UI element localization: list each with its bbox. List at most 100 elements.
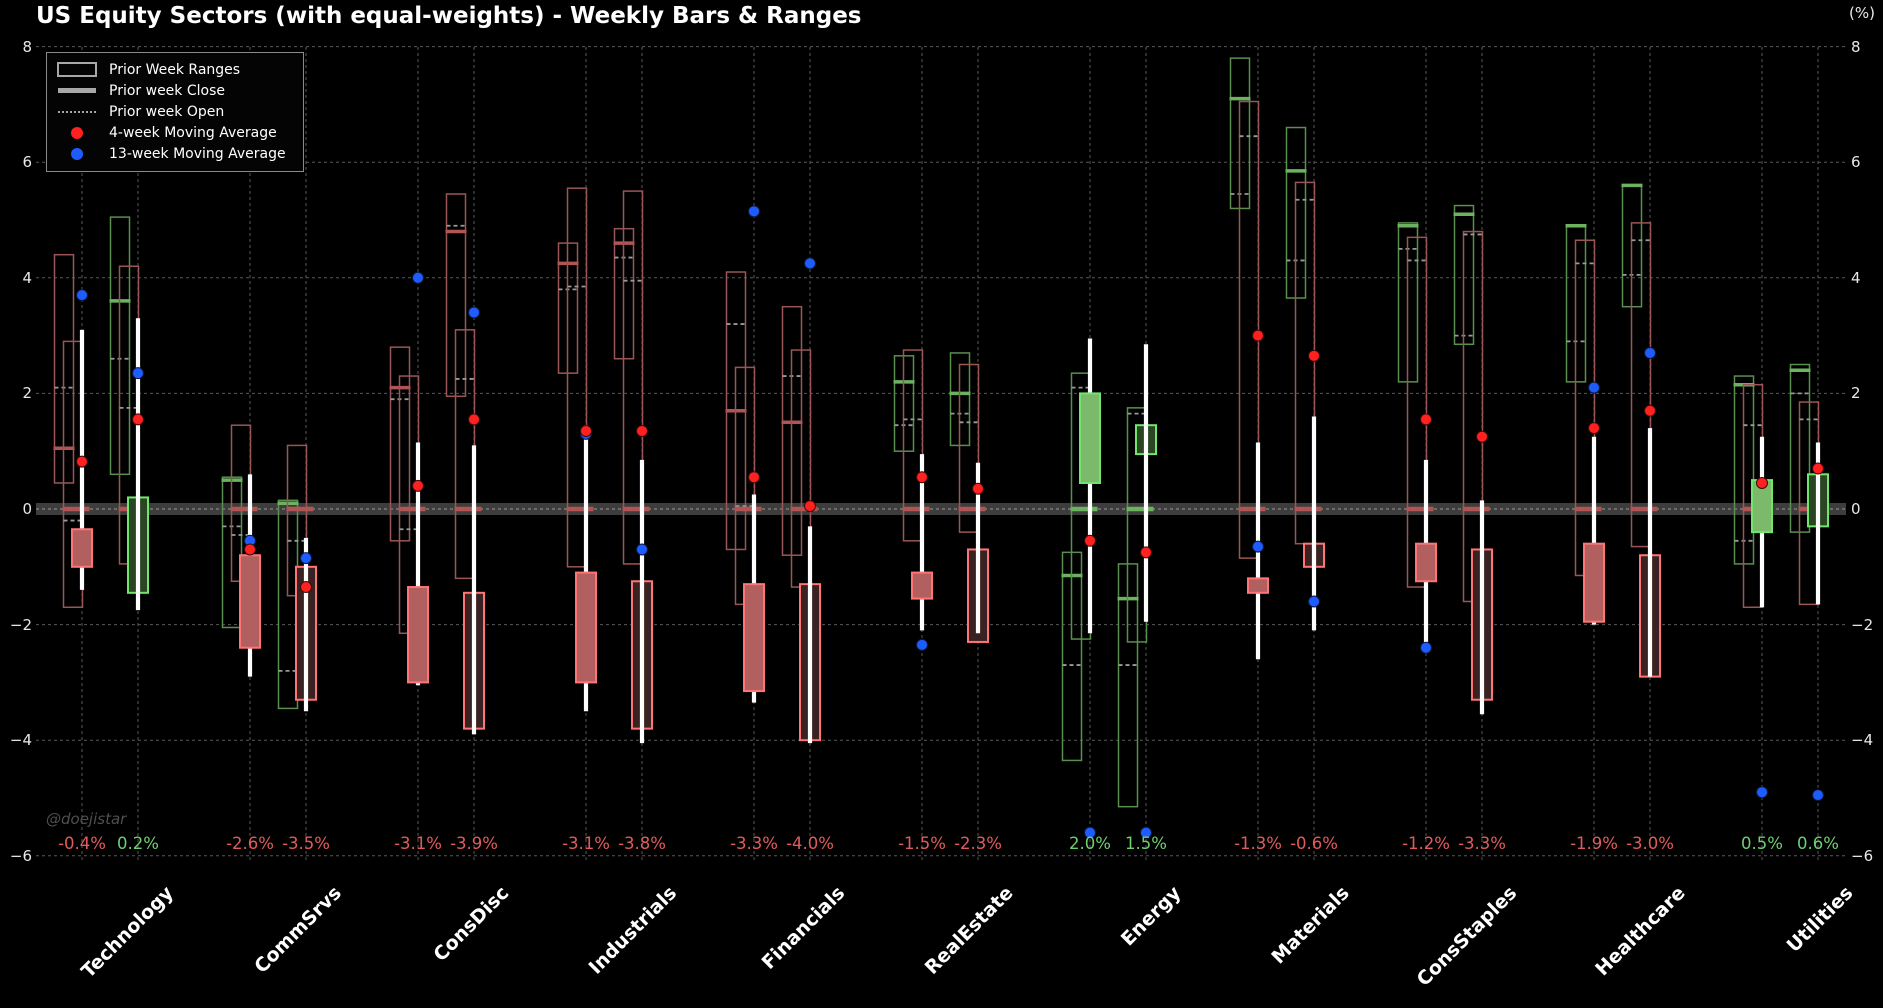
Healthcare-equal-change-label: -3.0% <box>1626 834 1674 853</box>
RealEstate-equal-column <box>949 352 989 643</box>
RealEstate-equal-change-label: -2.3% <box>954 834 1002 853</box>
ma4-dot <box>1812 462 1824 475</box>
ma4-dot <box>972 482 984 495</box>
ma13-dot <box>1252 540 1264 553</box>
Technology-cap-change-label: -0.4% <box>58 834 106 853</box>
ma4-dot <box>412 479 424 492</box>
ma4-dot <box>300 581 312 594</box>
ma13-dot-icon <box>57 147 97 160</box>
Energy-cap-column <box>1061 338 1101 839</box>
y-tick-right-−6: −6 <box>1851 846 1874 865</box>
Industrials-equal-column <box>613 190 653 744</box>
ma4-dot <box>636 424 648 437</box>
Materials-equal-column <box>1285 126 1325 631</box>
CommSrvs-cap-column <box>221 424 261 677</box>
ma4-dot <box>748 471 760 484</box>
ma13-dot <box>468 306 480 319</box>
ConsStaples-equal-change-label: -3.3% <box>1458 834 1506 853</box>
ma4-dot <box>1588 422 1600 435</box>
legend-item-close: Prior week Close <box>57 80 295 101</box>
current-week-body <box>239 554 261 649</box>
Materials-cap-column <box>1229 57 1269 660</box>
Energy-equal-column <box>1117 344 1157 839</box>
y-tick-left-4: 4 <box>22 268 32 287</box>
y-tick-left-0: 0 <box>22 500 32 518</box>
ma4-dot <box>1644 404 1656 417</box>
ma13-dot <box>1644 346 1656 359</box>
ma4-dot <box>1756 476 1768 489</box>
y-tick-right-−4: −4 <box>1851 731 1874 750</box>
current-week-body <box>407 586 429 684</box>
ma4-dot <box>1420 413 1432 426</box>
y-tick-right-6: 6 <box>1851 153 1861 172</box>
y-axis-unit-label: (%) <box>1849 4 1875 22</box>
ma13-dot <box>1308 595 1320 608</box>
current-week-body <box>1415 542 1437 583</box>
legend: Prior Week Ranges Prior week Close Prior… <box>46 52 304 172</box>
Technology-cap-column <box>53 253 93 609</box>
ma13-dot <box>1140 826 1152 839</box>
y-tick-right-4: 4 <box>1851 268 1861 287</box>
ma4-dot <box>244 543 256 556</box>
RealEstate-cap-change-label: -1.5% <box>898 834 946 853</box>
Healthcare-equal-column <box>1621 183 1661 678</box>
y-tick-left-6: 6 <box>22 153 32 172</box>
ma4-dot <box>1308 349 1320 362</box>
ConsStaples-cap-change-label: -1.2% <box>1402 834 1450 853</box>
Materials-equal-change-label: -0.6% <box>1290 834 1338 853</box>
ConsStaples-cap-column <box>1397 222 1437 654</box>
ma4-dot <box>1140 546 1152 559</box>
current-week-body <box>71 528 93 568</box>
legend-item-ma13: 13-week Moving Average <box>57 143 295 164</box>
watermark: @doejistar <box>46 810 127 828</box>
Healthcare-cap-change-label: -1.9% <box>1570 834 1618 853</box>
prior-week-range-box <box>958 363 980 533</box>
y-tick-left-2: 2 <box>22 384 32 403</box>
ma4-dot <box>804 500 816 513</box>
close-line-icon <box>57 88 97 93</box>
y-tick-right-0: 0 <box>1851 500 1861 518</box>
current-week-body <box>911 571 933 600</box>
CommSrvs-equal-column <box>277 444 317 712</box>
legend-item-open: Prior week Open <box>57 101 295 122</box>
Technology-equal-change-label: 0.2% <box>117 834 159 853</box>
prior-week-range-box <box>1406 236 1428 588</box>
current-week-body <box>575 571 597 684</box>
ma13-dot <box>132 367 144 380</box>
chart-title: US Equity Sectors (with equal-weights) -… <box>36 3 862 29</box>
ma13-dot <box>636 543 648 556</box>
Financials-cap-change-label: -3.3% <box>730 834 778 853</box>
ma13-dot <box>1812 789 1824 802</box>
Technology-equal-column <box>109 216 149 611</box>
ma4-dot <box>132 413 144 426</box>
ma4-dot-icon <box>57 126 97 139</box>
ConsDisc-equal-change-label: -3.9% <box>450 834 498 853</box>
ma13-dot <box>916 638 928 651</box>
ma4-dot <box>916 471 928 484</box>
y-tick-left-−2: −2 <box>9 615 32 634</box>
ConsDisc-equal-column <box>445 193 485 735</box>
ma13-dot <box>1588 381 1600 394</box>
Industrials-cap-column <box>557 187 597 712</box>
current-week-body <box>1079 392 1101 484</box>
ConsStaples-equal-column <box>1453 204 1493 715</box>
Financials-equal-change-label: -4.0% <box>786 834 834 853</box>
ma4-dot <box>1252 329 1264 342</box>
CommSrvs-cap-change-label: -2.6% <box>226 834 274 853</box>
y-tick-right-−2: −2 <box>1851 615 1874 634</box>
ma13-dot <box>804 257 816 270</box>
range-box-icon <box>57 62 97 77</box>
ConsDisc-cap-change-label: -3.1% <box>394 834 442 853</box>
prior-week-range-box <box>1630 222 1652 548</box>
Utilities-equal-change-label: 0.6% <box>1797 834 1839 853</box>
ma13-dot <box>300 552 312 565</box>
ma4-dot <box>468 413 480 426</box>
ma13-dot <box>1420 641 1432 654</box>
Utilities-cap-column <box>1733 375 1773 799</box>
prior-week-range-box <box>902 349 924 542</box>
Materials-cap-change-label: -1.3% <box>1234 834 1282 853</box>
y-tick-left-8: 8 <box>22 37 32 56</box>
Energy-cap-change-label: 2.0% <box>1069 834 1111 853</box>
